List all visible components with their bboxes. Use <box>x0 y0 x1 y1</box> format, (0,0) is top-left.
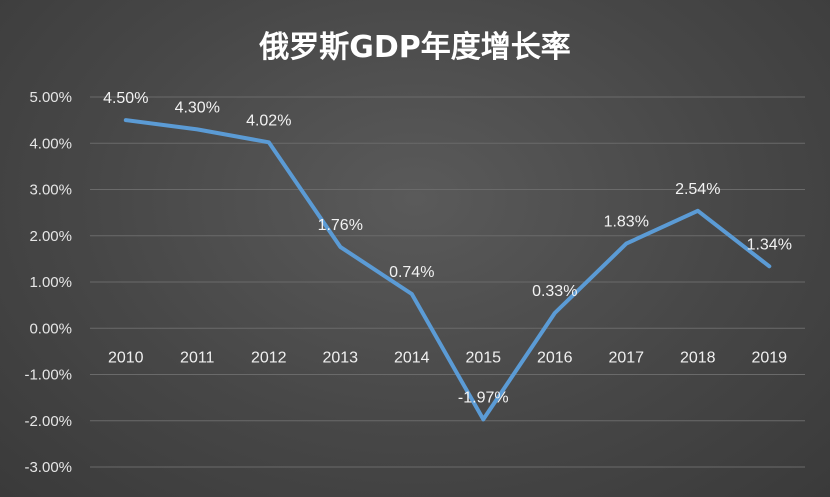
data-label: 4.02% <box>246 112 291 129</box>
x-tick-label: 2014 <box>394 349 430 366</box>
y-tick-label: 1.00% <box>29 274 72 291</box>
chart-title: 俄罗斯GDP年度增长率 <box>258 30 571 65</box>
x-tick-label: 2010 <box>108 349 144 366</box>
x-tick-label: 2019 <box>751 349 787 366</box>
data-label: 1.34% <box>747 236 792 253</box>
x-tick-label: 2012 <box>251 349 287 366</box>
y-tick-label: 4.00% <box>29 135 72 152</box>
data-label: 0.33% <box>532 283 577 300</box>
data-label: 1.76% <box>318 217 363 234</box>
data-label: 1.83% <box>604 214 649 231</box>
x-tick-label: 2013 <box>322 349 358 366</box>
data-label: 2.54% <box>675 181 720 198</box>
x-tick-label: 2017 <box>608 349 644 366</box>
data-label: 0.74% <box>389 264 434 281</box>
series-line <box>123 118 772 422</box>
x-axis: 2010 2011 2012 2013 2014 2015 2016 2017 2018 2019 <box>108 349 787 366</box>
y-tick-label: -1.00% <box>24 367 72 384</box>
y-tick-label: -3.00% <box>24 459 72 476</box>
data-label: -1.97% <box>458 389 509 406</box>
y-tick-label: -2.00% <box>24 413 72 430</box>
data-label: 4.30% <box>175 99 220 116</box>
y-axis: 5.00% 4.00% 3.00% 2.00% 1.00% 0.00% -1.00% -2.0… <box>24 89 72 476</box>
y-tick-label: 5.00% <box>29 89 72 106</box>
y-tick-label: 3.00% <box>29 182 72 199</box>
data-labels: 4.50% 4.30% 4.02% 1.76% 0.74% -1.97% 0.33% 1.83… <box>103 90 792 406</box>
y-tick-label: 0.00% <box>29 320 72 337</box>
gridlines <box>90 96 805 468</box>
data-label: 4.50% <box>103 90 148 107</box>
x-tick-label: 2018 <box>680 349 716 366</box>
x-tick-label: 2011 <box>180 349 215 366</box>
x-tick-label: 2016 <box>537 349 573 366</box>
x-tick-label: 2015 <box>465 349 501 366</box>
y-tick-label: 2.00% <box>29 228 72 245</box>
